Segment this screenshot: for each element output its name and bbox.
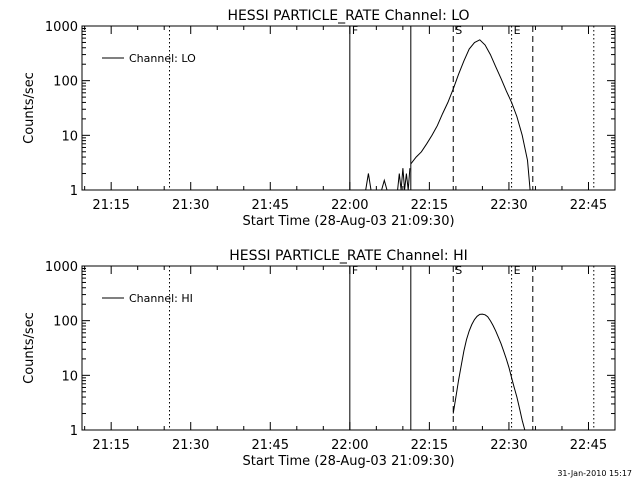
panel2-ytick-label: 100 [53,315,78,330]
plot-timestamp: 31-Jan-2010 15:17 [557,469,632,478]
panel2-title: HESSI PARTICLE_RATE Channel: HI [229,248,467,264]
panel1-series-line [397,168,411,191]
panel1-marker-label: E [514,24,521,37]
panel2-xtick-label: 22:45 [570,438,607,453]
panel1-marker-label: F [352,24,358,37]
panel2-legend-label: Channel: HI [129,292,193,305]
panel2-frame [81,265,616,431]
panel2-ytick-label: 1 [70,424,78,439]
panel2-xtick-label: 22:00 [331,438,368,453]
panel1-frame [81,25,616,191]
panel2-xtick-label: 21:45 [252,438,289,453]
panel1-xtick-label: 21:30 [172,198,209,213]
panel1-yaxis-label: Counts/sec [22,72,37,144]
panel2-yaxis-label: Counts/sec [22,312,37,384]
panel1-xtick-label: 22:00 [331,198,368,213]
panel1-ytick-label: 10 [61,129,78,144]
panel1-series-line [410,39,531,191]
panel2-marker-label: S [455,264,462,277]
panel2-series-line [452,313,526,431]
panel1-xtick-label: 22:30 [490,198,527,213]
panel1-marker-label: S [455,24,462,37]
panel2-ytick-label: 10 [61,369,78,384]
panel1-xtick-label: 21:45 [252,198,289,213]
panel2-marker-label: E [514,264,521,277]
panel1-legend-label: Channel: LO [129,52,196,65]
panel1-xtick-label: 22:45 [570,198,607,213]
panel1-series-line [381,178,388,191]
panel2-marker-label: F [352,264,358,277]
panel2-ytick-label: 1000 [45,260,78,275]
panel1-title: HESSI PARTICLE_RATE Channel: LO [227,8,469,24]
panel1-xtick-label: 22:15 [411,198,448,213]
panel1-xaxis-label: Start Time (28-Aug-03 21:09:30) [242,214,454,229]
panel1-ytick-label: 1000 [45,20,78,35]
panel1-series-line [365,173,372,191]
panel2-xtick-label: 22:15 [411,438,448,453]
panel2-xaxis-label: Start Time (28-Aug-03 21:09:30) [242,454,454,469]
panel1-ytick-label: 100 [53,75,78,90]
panel1-ytick-label: 1 [70,184,78,199]
panel2-xtick-label: 22:30 [490,438,527,453]
panel2-xtick-label: 21:30 [172,438,209,453]
panel1-xtick-label: 21:15 [92,198,129,213]
panel2-xtick-label: 21:15 [92,438,129,453]
